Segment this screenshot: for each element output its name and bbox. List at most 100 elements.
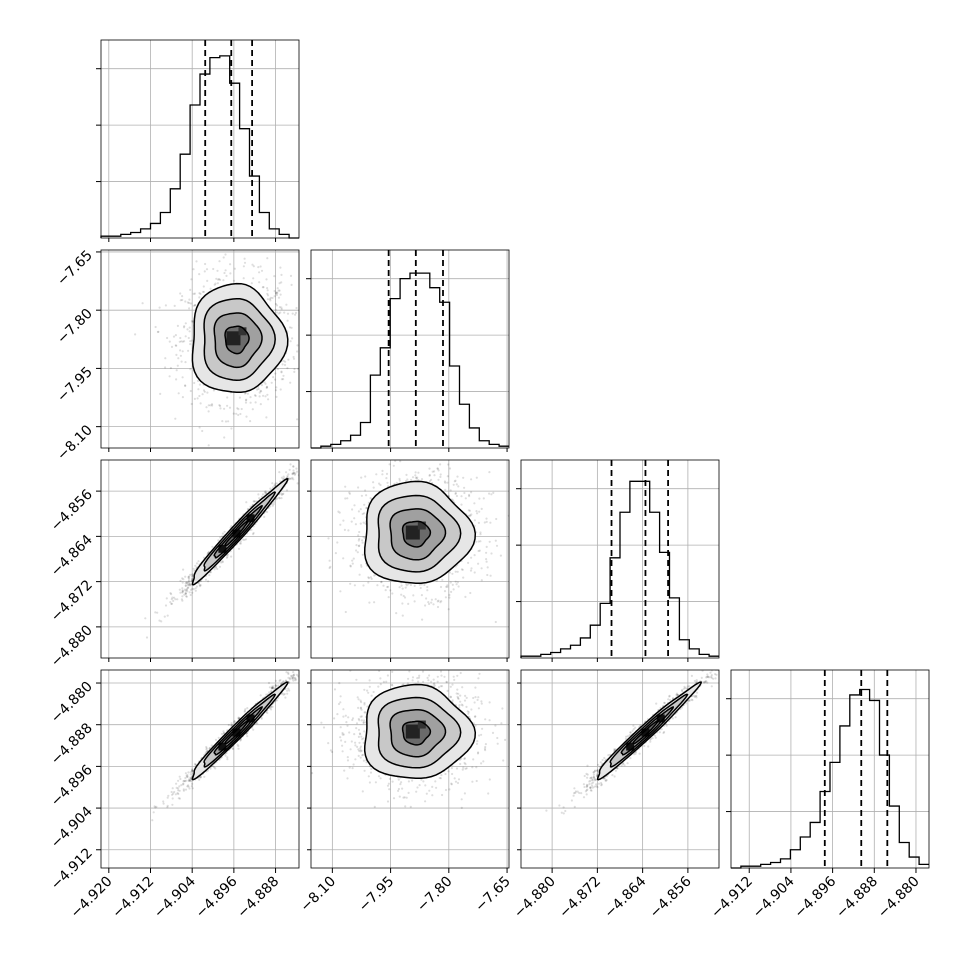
scatter-point <box>277 368 279 370</box>
scatter-point <box>436 467 438 469</box>
scatter-point <box>166 337 168 339</box>
scatter-point <box>245 399 247 401</box>
scatter-point <box>296 350 298 352</box>
scatter-point <box>284 361 286 363</box>
scatter-point <box>283 312 285 314</box>
scatter-point <box>245 501 247 503</box>
scatter-point <box>360 508 362 510</box>
scatter-point <box>489 541 491 543</box>
scatter-point <box>179 778 181 780</box>
scatter-point <box>282 363 284 365</box>
scatter-point <box>432 471 434 473</box>
scatter-point <box>355 544 357 546</box>
scatter-point <box>200 402 202 404</box>
scatter-point <box>299 326 301 328</box>
scatter-point <box>421 478 423 480</box>
scatter-point <box>376 584 378 586</box>
scatter-point <box>300 335 302 337</box>
scatter-point <box>417 472 419 474</box>
scatter-point <box>329 560 331 562</box>
scatter-point <box>206 392 208 394</box>
scatter-point <box>488 493 490 495</box>
scatter-point <box>177 780 179 782</box>
scatter-point <box>412 594 414 596</box>
scatter-point <box>191 592 193 594</box>
scatter-point <box>474 554 476 556</box>
scatter-point <box>487 566 489 568</box>
scatter-point <box>401 585 403 587</box>
scatter-point <box>190 594 192 596</box>
scatter-point <box>450 591 452 593</box>
scatter-point <box>249 396 251 398</box>
panel-background <box>311 250 509 448</box>
scatter-point <box>361 495 363 497</box>
scatter-point <box>221 733 223 735</box>
scatter-point <box>384 456 386 458</box>
scatter-point <box>450 489 452 491</box>
scatter-point <box>177 325 179 327</box>
scatter-point <box>428 468 430 470</box>
scatter-point <box>312 452 314 454</box>
scatter-point <box>194 565 196 567</box>
scatter-point <box>447 463 449 465</box>
scatter-point <box>305 462 307 464</box>
scatter-point <box>245 402 247 404</box>
histogram-panel-2 <box>516 460 719 658</box>
panel-background <box>521 460 719 658</box>
scatter-point <box>485 518 487 520</box>
scatter-point <box>346 497 348 499</box>
scatter-point <box>197 388 199 390</box>
scatter-point <box>449 467 451 469</box>
scatter-point <box>262 286 264 288</box>
scatter-point <box>475 541 477 543</box>
scatter-point <box>184 384 186 386</box>
scatter-point <box>470 478 472 480</box>
scatter-point <box>306 301 308 303</box>
scatter-point <box>246 735 248 737</box>
scatter-point <box>185 335 187 337</box>
scatter-point <box>185 593 187 595</box>
scatter-point <box>184 576 186 578</box>
scatter-point <box>464 596 466 598</box>
scatter-point <box>208 444 210 446</box>
scatter-point <box>261 270 263 272</box>
scatter-point <box>275 389 277 391</box>
scatter-point <box>437 606 439 608</box>
scatter-point <box>167 795 169 797</box>
scatter-point <box>357 551 359 553</box>
scatter-point <box>193 568 195 570</box>
scatter-point <box>293 368 295 370</box>
scatter-point <box>430 602 432 604</box>
scatter-point <box>235 413 237 415</box>
scatter-point <box>154 611 156 613</box>
scatter-point <box>221 420 223 422</box>
scatter-point <box>428 603 430 605</box>
scatter-point <box>357 486 359 488</box>
scatter-point <box>197 397 199 399</box>
scatter-point <box>297 482 299 484</box>
scatter-point <box>189 574 191 576</box>
scatter-point <box>167 615 169 617</box>
scatter-point <box>393 465 395 467</box>
scatter-point <box>175 334 177 336</box>
scatter-point <box>192 787 194 789</box>
scatter-point <box>481 567 483 569</box>
scatter-point <box>439 476 441 478</box>
scatter-point <box>244 258 246 260</box>
scatter-point <box>486 546 488 548</box>
scatter-point <box>286 367 288 369</box>
scatter-point <box>181 361 183 363</box>
scatter-point <box>226 758 228 760</box>
scatter-point <box>179 292 181 294</box>
scatter-point <box>467 562 469 564</box>
scatter-point <box>205 406 207 408</box>
scatter-point <box>481 508 483 510</box>
scatter-point <box>460 504 462 506</box>
scatter-point <box>219 566 221 568</box>
scatter-point <box>273 275 275 277</box>
scatter-point <box>171 791 173 793</box>
scatter-point <box>367 581 369 583</box>
scatter-point <box>363 522 365 524</box>
scatter-point <box>193 305 195 307</box>
scatter-point <box>271 482 273 484</box>
